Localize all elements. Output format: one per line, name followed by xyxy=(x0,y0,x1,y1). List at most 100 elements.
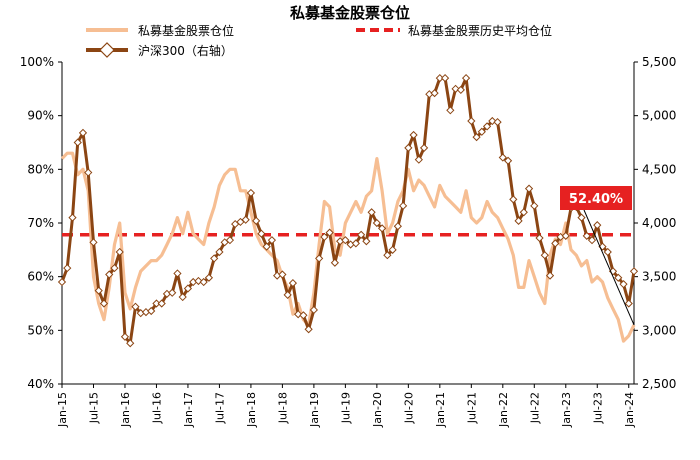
callout-box xyxy=(560,186,632,210)
csi300-point xyxy=(215,247,224,257)
csi300-point xyxy=(414,155,423,164)
csi300-point xyxy=(120,332,130,341)
csi300-point xyxy=(204,273,214,282)
y-left-tick-label: 90% xyxy=(27,109,54,123)
chart-title: 私募基金股票仓位 xyxy=(289,4,410,22)
series-line-position xyxy=(60,151,636,343)
csi300-point xyxy=(624,299,633,308)
csi300-point xyxy=(519,208,528,217)
csi300-point xyxy=(299,311,308,320)
csi300-point xyxy=(587,236,597,245)
csi300-point xyxy=(467,116,476,126)
csi300-point xyxy=(73,138,82,147)
csi300-point xyxy=(393,222,402,231)
legend-label-csi300: 沪深300（右轴） xyxy=(138,43,233,58)
csi300-point xyxy=(78,128,88,137)
csi300-point xyxy=(283,290,292,300)
y-right-tick-label: 4,000 xyxy=(642,216,676,230)
y-right-tick-label: 2,500 xyxy=(642,377,676,391)
x-tick-label: Jul-23 xyxy=(591,392,604,424)
csi300-point xyxy=(246,188,256,198)
y-right-tick-label: 5,000 xyxy=(642,109,676,123)
csi300-point xyxy=(194,276,203,286)
x-tick-label: Jan-22 xyxy=(497,392,510,428)
csi300-point xyxy=(482,122,492,131)
csi300-point xyxy=(440,73,450,83)
csi300-point xyxy=(288,278,298,288)
csi300-point xyxy=(593,221,602,230)
csi300-point xyxy=(63,263,72,273)
legend-item-average: 私募基金股票历史平均仓位 xyxy=(356,23,552,38)
csi300-point xyxy=(509,195,518,204)
csi300-point xyxy=(619,280,628,289)
annotation-layer: 52.40% xyxy=(560,186,635,326)
csi300-point xyxy=(493,117,502,127)
csi300-point xyxy=(561,231,570,240)
csi300-point xyxy=(372,218,381,228)
csi300-point xyxy=(115,247,124,257)
callout-leader-line xyxy=(583,209,635,326)
csi300-point xyxy=(183,284,193,293)
csi300-point xyxy=(551,239,560,248)
csi300-point xyxy=(210,254,219,263)
legend-marker-csi300 xyxy=(99,42,115,58)
x-tick-label: Jul-19 xyxy=(339,392,352,424)
legend-item-csi300: 沪深300（右轴） xyxy=(86,42,233,58)
y-right-tick-label: 3,000 xyxy=(642,323,676,337)
x-tick-label: Jan-18 xyxy=(245,392,258,428)
x-tick-label: Jan-15 xyxy=(56,392,69,428)
y-right-tick-label: 3,500 xyxy=(642,270,676,284)
csi300-point xyxy=(435,73,444,83)
csi300-point xyxy=(498,153,507,162)
x-tick-label: Jul-22 xyxy=(528,392,541,424)
x-tick-label: Jan-16 xyxy=(119,392,132,428)
x-tick-label: Jul-21 xyxy=(465,392,478,424)
y-left-tick-label: 100% xyxy=(20,55,54,69)
x-tick-label: Jan-21 xyxy=(434,392,447,428)
csi300-point xyxy=(341,236,350,245)
csi300-point xyxy=(126,339,135,348)
csi300-point xyxy=(57,277,67,287)
axes: 40% 50% 60% 70% 80% 90% 100% 2,500 3,000 3,500 4,0… xyxy=(20,55,677,428)
series-line-csi300 xyxy=(60,76,636,345)
csi300-point xyxy=(488,116,497,126)
x-tick-label: Jul-18 xyxy=(276,392,289,424)
csi300-point xyxy=(351,239,360,248)
csi300-point xyxy=(315,254,324,263)
csi300-point xyxy=(84,168,93,177)
csi300-point xyxy=(456,85,465,95)
csi300-point xyxy=(404,143,413,152)
csi300-point xyxy=(131,302,140,311)
csi300-point xyxy=(524,184,534,193)
csi300-point xyxy=(105,270,114,279)
csi300-point xyxy=(367,208,376,217)
csi300-point xyxy=(545,271,555,280)
csi300-point xyxy=(320,232,329,242)
y-left-tick-label: 70% xyxy=(27,216,54,230)
x-tick-label: Jan-19 xyxy=(308,392,321,428)
legend: 私募基金股票仓位 沪深300（右轴） 私募基金股票历史平均仓位 xyxy=(86,23,552,58)
legend-item-position: 私募基金股票仓位 xyxy=(86,23,234,38)
y-right-tick-label: 4,500 xyxy=(642,162,676,176)
csi300-point xyxy=(577,213,586,222)
y-right-tick-label: 5,500 xyxy=(642,55,676,69)
series-layer xyxy=(57,73,639,348)
x-tick-label: Jan-24 xyxy=(623,392,636,428)
y-left-tick-label: 60% xyxy=(27,270,54,284)
y-left-tick-label: 40% xyxy=(27,377,54,391)
csi300-point xyxy=(540,251,549,260)
csi300-point xyxy=(383,251,392,260)
csi300-point xyxy=(614,273,623,282)
csi300-point xyxy=(257,229,266,238)
y-left-tick-label: 50% xyxy=(27,323,54,337)
csi300-point xyxy=(535,233,544,243)
csi300-point xyxy=(199,277,208,287)
csi300-point xyxy=(325,228,334,237)
csi300-point xyxy=(94,286,103,295)
csi300-point xyxy=(430,89,439,98)
csi300-point xyxy=(388,245,397,254)
csi300-point xyxy=(419,143,429,152)
csi300-point xyxy=(262,242,271,251)
